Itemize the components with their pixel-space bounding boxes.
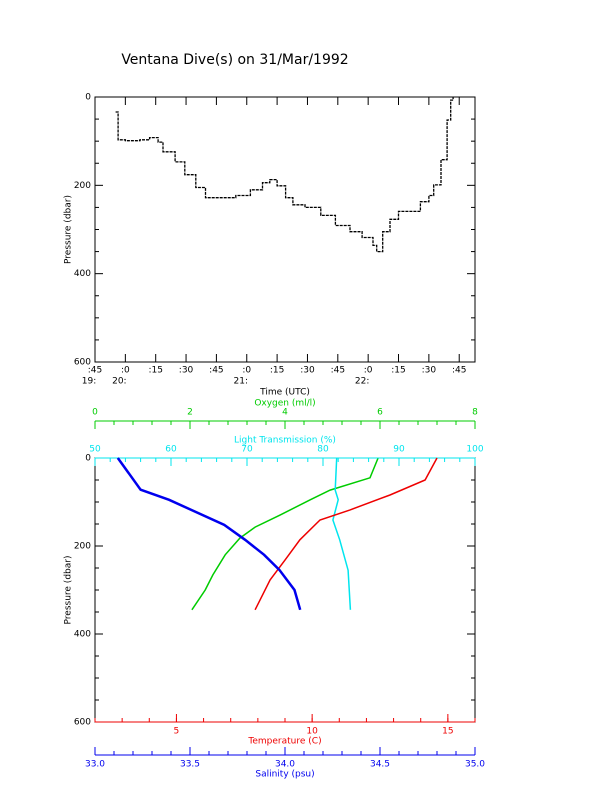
x-tick-label: 15 xyxy=(442,727,453,737)
x-tick-label: 50 xyxy=(89,445,101,455)
x-axis-label: Salinity (psu) xyxy=(255,770,314,780)
x-axis-label: Temperature (C) xyxy=(247,737,321,747)
x-axis-label: Light Transmission (%) xyxy=(234,436,336,446)
x-tick-label: 5 xyxy=(174,727,180,737)
x-tick-label: :15 xyxy=(270,366,284,376)
y-tick-label: 400 xyxy=(74,630,91,640)
y-axis-label: Pressure (dbar) xyxy=(64,195,74,264)
x-tick-label: :0 xyxy=(121,366,130,376)
x-tick-label: 33.0 xyxy=(85,760,105,770)
x-tick-label: :45 xyxy=(88,366,102,376)
y-tick-label: 600 xyxy=(74,358,91,368)
y-tick-label: 400 xyxy=(74,269,91,279)
x-tick-label: 100 xyxy=(466,445,483,455)
x-tick-label: 2 xyxy=(187,408,193,418)
profile-line xyxy=(191,457,379,611)
chart-title: Ventana Dive(s) on 31/Mar/1992 xyxy=(121,52,348,68)
x-tick-label: 60 xyxy=(165,445,177,455)
x-axis-label: Oxygen (ml/l) xyxy=(254,399,315,409)
x-tick-label: 34.5 xyxy=(370,760,390,770)
x-tick-label: 8 xyxy=(472,408,478,418)
y-tick-label: 200 xyxy=(74,542,91,552)
x-tick-label: 33.5 xyxy=(180,760,200,770)
x-tick-label: :30 xyxy=(422,366,437,376)
x-tick-label: :30 xyxy=(300,366,315,376)
y-tick-label: 600 xyxy=(74,718,91,728)
x-tick-hour-label: 22: xyxy=(355,377,369,387)
x-tick-label: :30 xyxy=(179,366,194,376)
x-tick-label: 6 xyxy=(377,408,383,418)
x-tick-label: 35.0 xyxy=(465,760,485,770)
x-tick-label: :0 xyxy=(242,366,251,376)
x-tick-label: 80 xyxy=(317,445,329,455)
y-axis-label: Pressure (dbar) xyxy=(64,556,74,625)
profile-line xyxy=(116,457,302,611)
x-tick-label: :15 xyxy=(391,366,405,376)
x-tick-label: :15 xyxy=(148,366,162,376)
y-tick-label: 0 xyxy=(85,454,91,464)
x-tick-label: :45 xyxy=(209,366,223,376)
y-tick-label: 0 xyxy=(85,93,91,103)
x-tick-label: :45 xyxy=(452,366,466,376)
x-tick-label: 0 xyxy=(92,408,98,418)
x-tick-hour-label: 20: xyxy=(112,377,126,387)
y-tick-label: 200 xyxy=(74,181,91,191)
x-axis-label: Time (UTC) xyxy=(259,388,310,398)
profile-line xyxy=(254,457,438,611)
profile-line xyxy=(332,457,352,610)
x-tick-hour-label: 19: xyxy=(82,377,96,387)
x-tick-label: 34.0 xyxy=(275,760,295,770)
x-tick-label: 10 xyxy=(306,727,318,737)
x-tick-label: :0 xyxy=(364,366,373,376)
pressure-trace xyxy=(115,97,454,253)
x-tick-label: 70 xyxy=(241,445,253,455)
x-tick-label: 4 xyxy=(282,408,288,418)
x-tick-label: :45 xyxy=(331,366,345,376)
x-tick-label: 90 xyxy=(393,445,405,455)
x-tick-hour-label: 21: xyxy=(234,377,248,387)
